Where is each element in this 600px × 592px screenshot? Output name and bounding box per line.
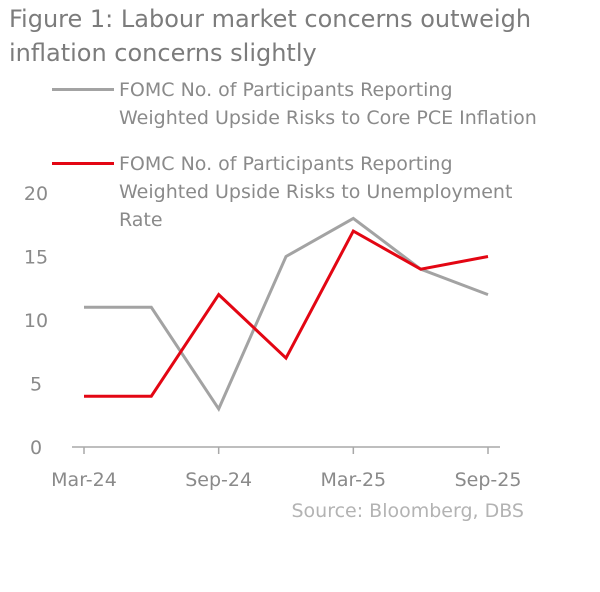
legend-swatch-core-pce-inflation: [52, 88, 114, 91]
legend-label-unemployment-rate: FOMC No. of Participants Reporting Weigh…: [119, 150, 559, 234]
legend-swatch-unemployment-rate: [52, 162, 114, 165]
x-axis-tick-label: Mar-24: [51, 469, 117, 491]
chart-title-line-2: inflation concerns slightly: [9, 39, 317, 67]
series-line-core-pce-inflation: [84, 216, 489, 413]
chart-series: [83, 216, 489, 413]
chart-title-line-1: Figure 1: Labour market concerns outweig…: [9, 5, 532, 33]
y-axis-tick-label: 5: [30, 374, 42, 396]
chart-tick-labels: 0 5 10 15 20 Mar-24 Sep-24 Mar-25 Sep-25: [24, 183, 522, 491]
y-axis-tick-label: 0: [30, 437, 42, 459]
y-axis-tick-label: 15: [24, 247, 48, 269]
y-axis-tick-label: 10: [24, 310, 48, 332]
x-axis-tick-label: Sep-25: [455, 469, 522, 491]
source-note: Source: Bloomberg, DBS: [291, 500, 524, 522]
chart-axes: [72, 446, 500, 454]
legend-label-core-pce-inflation: FOMC No. of Participants Reporting Weigh…: [119, 76, 559, 132]
chart-title: Figure 1: Labour market concerns outweig…: [9, 2, 594, 70]
x-axis-tick-label: Mar-25: [320, 469, 386, 491]
legend-label-line: Weighted Upside Risks to Unemployment: [119, 181, 513, 203]
legend-label-line: FOMC No. of Participants Reporting: [119, 79, 453, 101]
legend-label-line: Weighted Upside Risks to Core PCE Inflat…: [119, 107, 537, 129]
legend-label-line: Rate: [119, 209, 163, 231]
legend-label-line: FOMC No. of Participants Reporting: [119, 153, 453, 175]
y-axis-tick-label: 20: [24, 183, 48, 205]
x-axis-tick-label: Sep-24: [185, 469, 252, 491]
